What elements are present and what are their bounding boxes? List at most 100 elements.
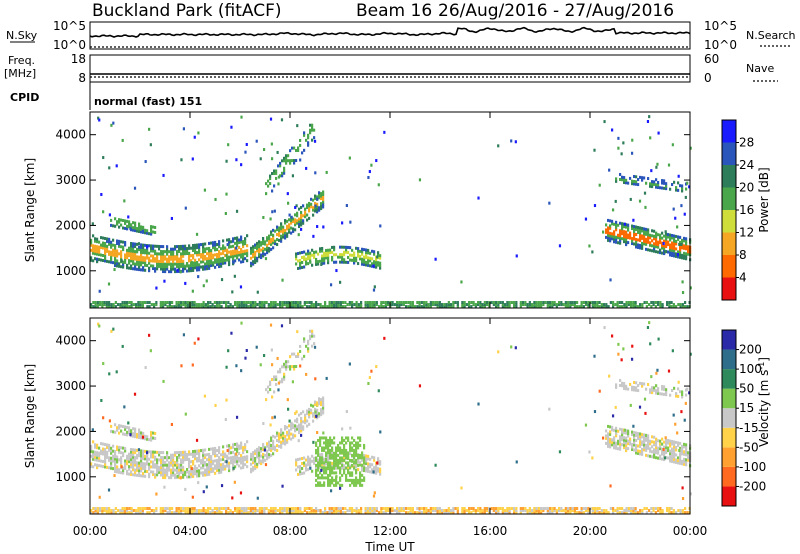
power-cell bbox=[661, 244, 664, 248]
velocity-cell bbox=[96, 463, 99, 467]
velocity-cell bbox=[162, 471, 165, 475]
power-cell bbox=[92, 246, 95, 250]
power-cell bbox=[343, 245, 346, 249]
power-cell bbox=[134, 250, 137, 254]
velocity-cell bbox=[608, 374, 611, 378]
velocity-cell bbox=[637, 389, 640, 393]
cpid-value: normal (fast) 151 bbox=[94, 95, 202, 108]
power-cell bbox=[140, 243, 143, 247]
velocity-cell bbox=[651, 445, 654, 449]
power-cell bbox=[288, 218, 291, 222]
power-cell bbox=[347, 250, 350, 254]
velocity-cell bbox=[327, 448, 330, 452]
power-cell bbox=[136, 267, 139, 271]
velocity-cell bbox=[158, 450, 161, 454]
power-cell bbox=[274, 239, 277, 243]
velocity-cell bbox=[243, 511, 246, 515]
velocity-cell bbox=[298, 426, 301, 430]
power-cell bbox=[611, 208, 615, 212]
velocity-cell bbox=[212, 469, 215, 473]
power-cell bbox=[179, 270, 182, 274]
power-cell bbox=[150, 244, 153, 248]
velocity-cell bbox=[379, 472, 382, 476]
velocity-cell bbox=[495, 507, 498, 511]
velocity-cell bbox=[522, 507, 525, 511]
power-cell bbox=[641, 305, 644, 309]
velocity-cell bbox=[357, 460, 360, 464]
colorbar-tick-label: -50 bbox=[739, 440, 759, 454]
power-cell bbox=[212, 241, 215, 245]
velocity-cell bbox=[208, 457, 211, 461]
power-cell bbox=[297, 303, 300, 307]
power-cell bbox=[365, 255, 368, 259]
velocity-cell bbox=[254, 449, 257, 453]
velocity-cell bbox=[677, 441, 680, 445]
power-cell bbox=[281, 301, 284, 305]
velocity-cell bbox=[216, 507, 219, 511]
velocity-cell bbox=[596, 509, 599, 513]
power-cell bbox=[659, 241, 662, 245]
power-cell bbox=[315, 262, 318, 266]
velocity-cell bbox=[146, 455, 149, 459]
power-cell bbox=[312, 198, 315, 202]
velocity-cell bbox=[321, 483, 324, 487]
power-ylabel: Slant Range [km] bbox=[23, 158, 37, 262]
velocity-cell bbox=[684, 401, 687, 405]
velocity-cell bbox=[669, 442, 672, 446]
velocity-cell bbox=[196, 457, 199, 461]
velocity-cell bbox=[92, 450, 95, 454]
power-cell bbox=[210, 241, 213, 245]
power-cell bbox=[438, 301, 441, 305]
velocity-cell bbox=[540, 507, 543, 511]
velocity-cell bbox=[347, 436, 350, 440]
power-cell bbox=[194, 266, 197, 270]
velocity-cell bbox=[166, 511, 169, 515]
velocity-cell bbox=[627, 509, 630, 513]
velocity-cell bbox=[305, 463, 308, 467]
velocity-cell bbox=[303, 339, 306, 343]
velocity-cell bbox=[227, 511, 230, 515]
power-cell bbox=[639, 226, 642, 230]
power-cell bbox=[108, 242, 111, 246]
velocity-cell bbox=[683, 418, 686, 422]
velocity-cell bbox=[168, 509, 171, 513]
velocity-cell bbox=[324, 511, 327, 515]
velocity-cell bbox=[297, 439, 300, 443]
power-cell bbox=[594, 301, 597, 305]
velocity-cell bbox=[204, 463, 207, 467]
power-cell bbox=[580, 305, 583, 309]
power-cell bbox=[160, 267, 163, 271]
velocity-cell bbox=[591, 456, 594, 460]
power-cell bbox=[384, 303, 387, 307]
velocity-cell bbox=[637, 431, 640, 435]
velocity-cell bbox=[130, 460, 133, 464]
power-cell bbox=[290, 221, 293, 225]
velocity-cell bbox=[648, 509, 651, 513]
power-cell bbox=[643, 237, 646, 241]
power-cell bbox=[677, 255, 680, 259]
power-cell bbox=[540, 305, 543, 309]
power-cell bbox=[102, 236, 105, 240]
velocity-cell bbox=[634, 511, 637, 515]
velocity-cell bbox=[110, 464, 113, 468]
power-cell bbox=[649, 184, 652, 188]
power-cell bbox=[232, 244, 235, 248]
velocity-cell bbox=[240, 459, 243, 463]
velocity-cell bbox=[276, 434, 279, 438]
velocity-cell bbox=[228, 449, 231, 453]
power-cell bbox=[443, 303, 446, 307]
power-cell bbox=[192, 244, 195, 248]
velocity-cell bbox=[134, 468, 137, 472]
power-cell bbox=[407, 301, 410, 305]
velocity-cell bbox=[402, 507, 405, 511]
power-cell bbox=[290, 305, 293, 309]
velocity-cell bbox=[191, 363, 194, 367]
power-cell bbox=[659, 301, 662, 305]
power-cell bbox=[158, 247, 161, 251]
velocity-cell bbox=[609, 442, 612, 446]
velocity-cell bbox=[176, 456, 179, 460]
velocity-cell bbox=[615, 441, 618, 445]
power-cell bbox=[124, 226, 127, 230]
velocity-cell bbox=[140, 464, 143, 468]
velocity-cell bbox=[204, 448, 207, 452]
